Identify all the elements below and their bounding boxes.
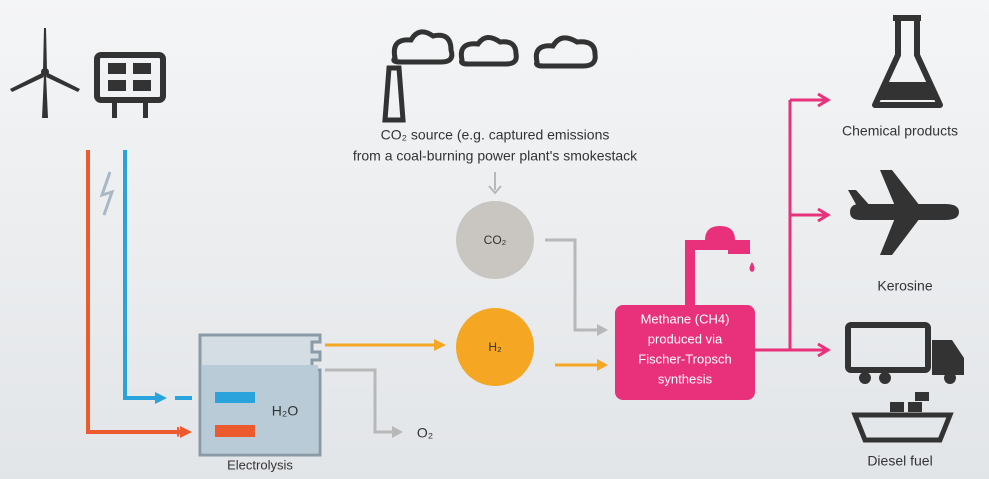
- distribution-arrows: [755, 92, 831, 358]
- product-label: Diesel fuel: [867, 453, 932, 469]
- methane-box: [615, 305, 755, 400]
- h2-circle: [456, 308, 534, 386]
- ship-icon: [851, 392, 954, 443]
- methane-line: Fischer-Tropsch: [638, 351, 731, 366]
- plane-icon: [848, 170, 959, 255]
- flow-arrows: [325, 172, 608, 438]
- plus-sign: +: [173, 422, 184, 442]
- co2-circle: [456, 201, 534, 279]
- water-label: H₂O: [272, 403, 299, 419]
- smokestack: [382, 29, 598, 123]
- h2-label: H₂: [488, 340, 502, 354]
- methane-line: synthesis: [658, 371, 713, 386]
- co2-source-line: from a coal-burning power plant's smokes…: [353, 148, 638, 164]
- flask-icon: [872, 15, 943, 108]
- methane-line: Methane (CH4): [641, 311, 730, 326]
- wind-turbine: [10, 28, 80, 118]
- truck-icon: [845, 322, 964, 384]
- product-label: Kerosine: [877, 278, 932, 294]
- power-lines: [86, 150, 192, 438]
- product-label: Chemical products: [842, 123, 958, 139]
- methane-line: produced via: [648, 331, 723, 346]
- electrolysis-tank: [198, 333, 322, 457]
- o2-label: O₂: [417, 425, 433, 441]
- co2-source-line: CO₂ source (e.g. captured emissions: [381, 127, 610, 143]
- co2-label: CO₂: [484, 233, 507, 247]
- tap: [685, 226, 755, 310]
- solar-panel: [94, 52, 166, 118]
- electrolysis-label: Electrolysis: [227, 457, 293, 472]
